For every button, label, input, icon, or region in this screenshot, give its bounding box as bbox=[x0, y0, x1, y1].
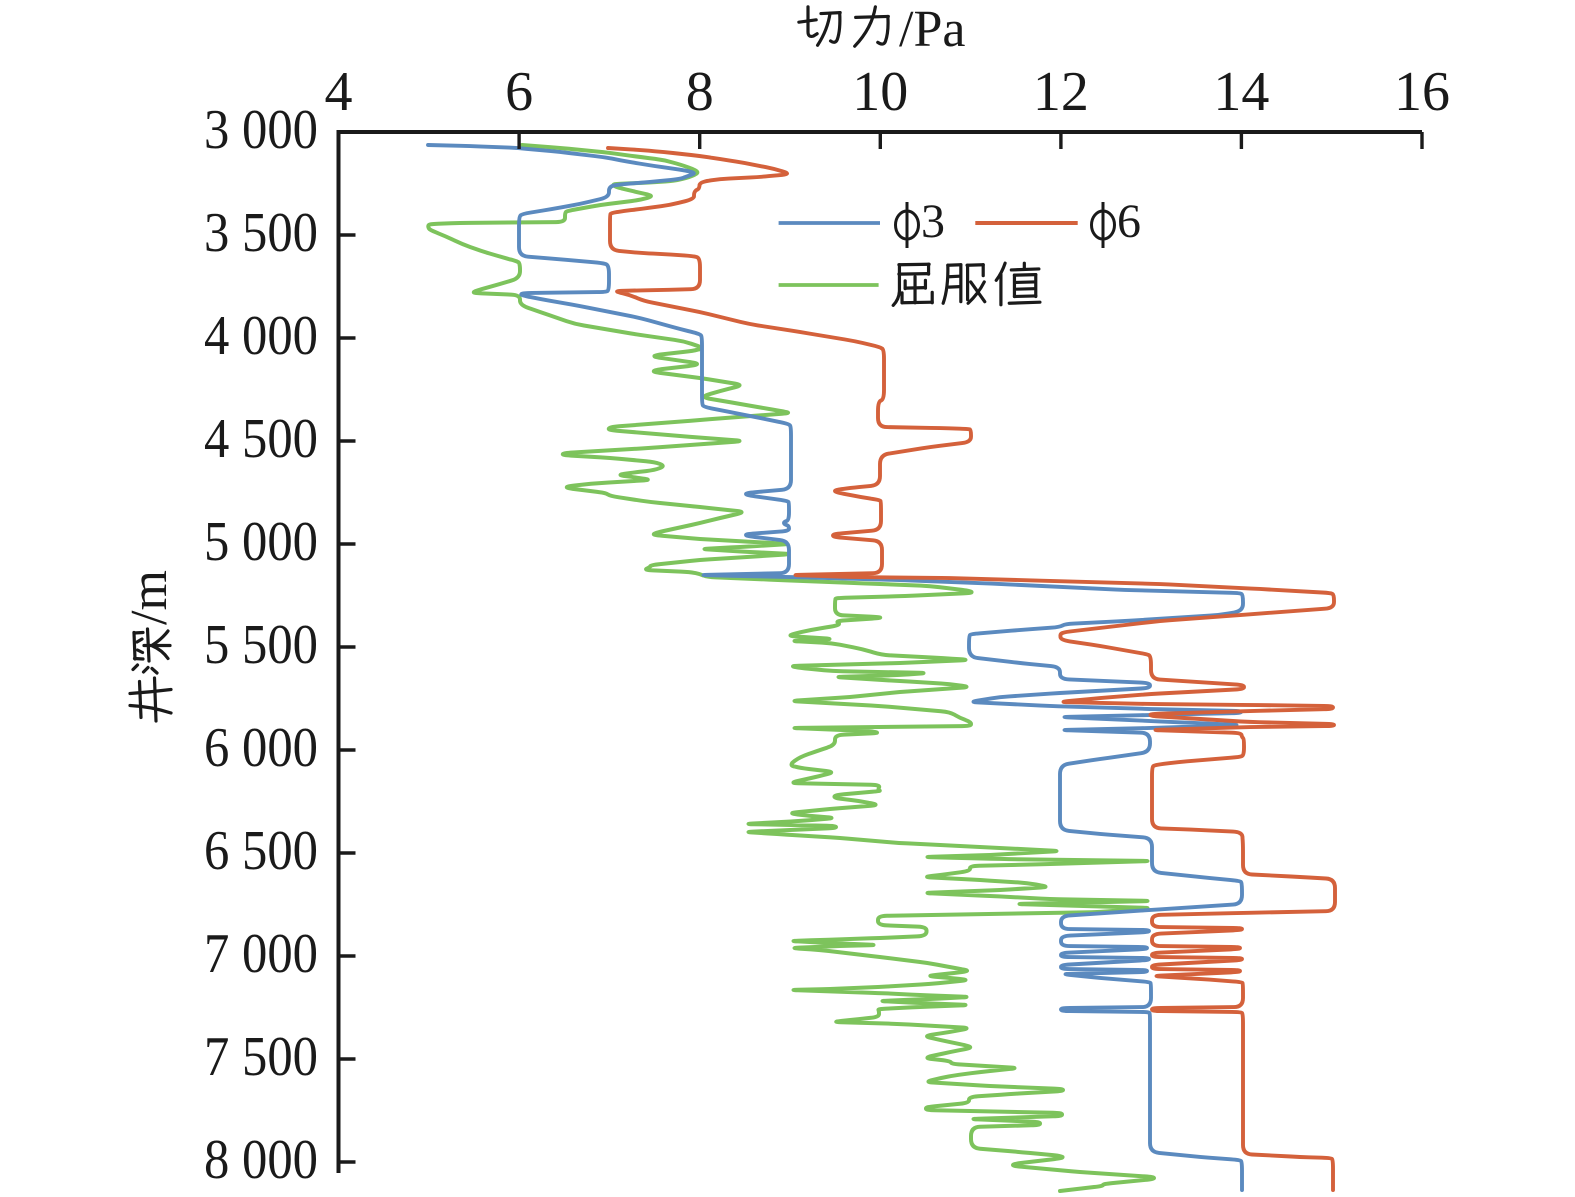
svg-text:7 000: 7 000 bbox=[204, 923, 318, 985]
svg-text:3 500: 3 500 bbox=[204, 202, 318, 264]
svg-text:5 500: 5 500 bbox=[204, 614, 318, 676]
svg-text:8 000: 8 000 bbox=[204, 1129, 318, 1191]
svg-text:7 500: 7 500 bbox=[204, 1026, 318, 1088]
svg-text:3: 3 bbox=[921, 195, 945, 248]
svg-text:/m: /m bbox=[121, 570, 178, 625]
svg-text:4 500: 4 500 bbox=[204, 408, 318, 470]
svg-text:6: 6 bbox=[1117, 195, 1141, 248]
svg-text:4: 4 bbox=[325, 61, 353, 123]
svg-text:8: 8 bbox=[686, 61, 714, 123]
svg-text:6: 6 bbox=[505, 61, 533, 123]
svg-text:/Pa: /Pa bbox=[899, 1, 965, 58]
svg-text:4 000: 4 000 bbox=[204, 305, 318, 367]
svg-text:12: 12 bbox=[1033, 61, 1089, 123]
svg-text:6 000: 6 000 bbox=[204, 717, 318, 779]
svg-text:14: 14 bbox=[1213, 61, 1269, 123]
svg-text:16: 16 bbox=[1394, 61, 1450, 123]
svg-text:6 500: 6 500 bbox=[204, 820, 318, 882]
svg-text:10: 10 bbox=[852, 61, 908, 123]
svg-text:3 000: 3 000 bbox=[204, 99, 318, 161]
svg-text:5 000: 5 000 bbox=[204, 511, 318, 573]
